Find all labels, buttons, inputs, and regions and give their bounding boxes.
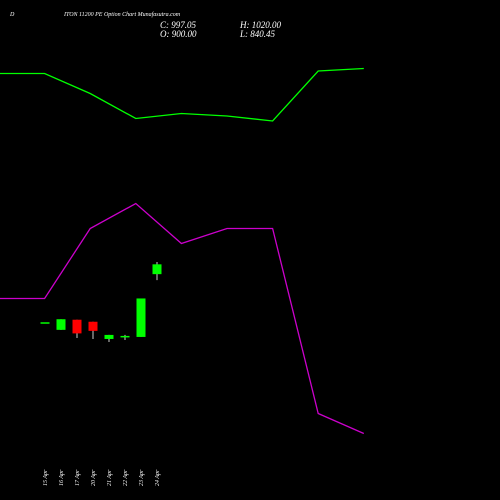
candle-22-apr [120,334,130,340]
high-value: H: 1020.00 [239,20,281,30]
candle-body [40,322,50,324]
low-value: L: 840.45 [239,29,276,39]
candle-21-apr [104,334,114,342]
indicator-lines [0,67,365,435]
open-value: O: 900.00 [160,29,197,39]
candle-body [152,264,162,275]
candle-17-apr [72,319,82,338]
x-axis-labels: 15 Apr 16 Apr 17 Apr 20 Apr 21 Apr 22 Apr 23 A… [43,469,161,486]
candle-body [120,335,130,338]
upper-indicator-line [0,67,364,122]
chart-title: ITON 11200 PE Option Chart Munafasutra.c… [63,11,181,18]
x-tick-label: 15 Apr [43,469,49,486]
close-value: C: 997.05 [160,20,197,30]
lower-indicator-line [0,202,365,435]
candle-15-apr [40,322,50,324]
symbol-prefix: D [9,12,15,18]
x-tick-label: 21 Apr [107,469,113,486]
x-tick-label: 24 Apr [154,469,161,486]
candle-16-apr [56,319,66,330]
candle-24-apr [152,262,162,281]
x-tick-label: 22 Apr [123,469,129,486]
candle-body [136,298,146,337]
candle-23-apr [136,298,146,337]
candle-body [56,319,66,330]
candlesticks [40,262,162,342]
candle-body [88,321,98,331]
candle-body [104,334,114,339]
x-tick-label: 17 Apr [75,469,81,486]
x-tick-label: 20 Apr [91,469,97,486]
x-tick-label: 16 Apr [59,469,65,486]
candle-body [72,319,82,334]
x-tick-label: 23 Apr [139,469,145,486]
candle-20-apr [88,321,98,339]
